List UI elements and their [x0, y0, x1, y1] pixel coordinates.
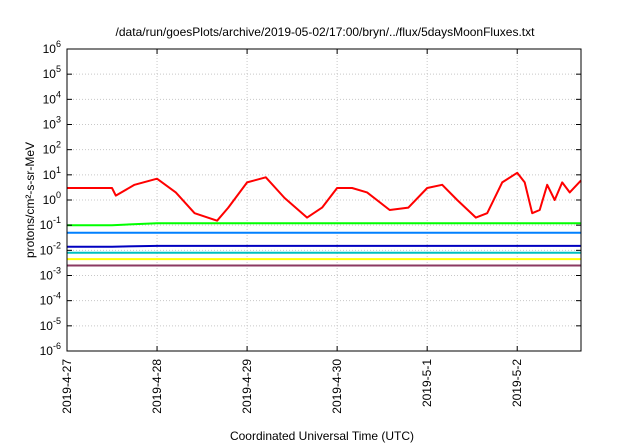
- y-tick-base: 10: [43, 67, 57, 81]
- y-tick-exp: 3: [56, 115, 61, 125]
- y-tick-label: 10-4: [40, 291, 61, 308]
- plot-frame: [66, 48, 582, 352]
- x-axis-label: Coordinated Universal Time (UTC): [230, 429, 414, 443]
- y-tick-label: 10-6: [40, 341, 61, 358]
- x-tick-label: 2019-5-2: [510, 359, 524, 407]
- y-axis-label-text: protons/cm²-s-sr-MeV: [23, 142, 37, 258]
- y-tick-label: 10-3: [40, 266, 61, 283]
- y-tick-label: 104: [43, 89, 61, 106]
- y-tick-label: 101: [43, 165, 61, 182]
- y-tick-exp: -3: [53, 266, 61, 276]
- series-line-2: [67, 222, 581, 227]
- x-tick-label: 2019-4-30: [330, 359, 344, 414]
- y-tick-base: 10: [43, 92, 57, 106]
- chart-title: /data/run/goesPlots/archive/2019-05-02/1…: [116, 25, 536, 39]
- y-tick-label: 10-5: [40, 316, 61, 333]
- y-tick-exp: 4: [56, 89, 61, 99]
- y-tick-base: 10: [43, 118, 57, 132]
- series-group: [67, 171, 582, 267]
- y-tick-base: 10: [40, 294, 54, 308]
- y-tick-label: 10-1: [40, 215, 61, 232]
- x-ticks: 2019-4-27 2019-4-28 2019-4-29 2019-4-30 2019…: [60, 49, 524, 414]
- y-tick-base: 10: [40, 319, 54, 333]
- y-tick-label: 100: [43, 190, 61, 207]
- y-tick-exp: -5: [53, 316, 61, 326]
- y-tick-label: 106: [43, 39, 61, 56]
- y-tick-label: 102: [43, 140, 61, 157]
- y-tick-base: 10: [40, 269, 54, 283]
- series-line-4: [67, 244, 581, 248]
- y-tick-base: 10: [40, 243, 54, 257]
- y-tick-exp: 0: [56, 190, 61, 200]
- y-axis-label: protons/cm²-s-sr-MeV: [23, 142, 37, 258]
- x-tick-label: 2019-4-27: [60, 359, 74, 414]
- y-tick-base: 10: [40, 218, 54, 232]
- y-tick-base: 10: [43, 168, 57, 182]
- grid: [66, 48, 581, 352]
- y-tick-base: 10: [40, 344, 54, 358]
- y-tick-label: 10-2: [40, 240, 61, 257]
- y-tick-exp: 6: [56, 39, 61, 49]
- series-line-1: [67, 171, 582, 222]
- y-tick-base: 10: [43, 42, 57, 56]
- y-tick-base: 10: [43, 143, 57, 157]
- y-tick-exp: -1: [53, 215, 61, 225]
- y-tick-label: 105: [43, 64, 61, 81]
- y-tick-label: 103: [43, 115, 61, 132]
- y-tick-exp: 5: [56, 64, 61, 74]
- y-tick-base: 10: [43, 193, 57, 207]
- y-tick-exp: 2: [56, 140, 61, 150]
- y-tick-exp: -4: [53, 291, 61, 301]
- y-tick-exp: 1: [56, 165, 61, 175]
- y-tick-exp: -6: [53, 341, 61, 351]
- x-tick-label: 2019-4-29: [240, 359, 254, 414]
- x-tick-label: 2019-5-1: [420, 359, 434, 407]
- y-tick-exp: -2: [53, 240, 61, 250]
- y-ticks: 10-610-510-410-310-210-11001011021031041…: [40, 39, 581, 358]
- x-tick-label: 2019-4-28: [150, 359, 164, 414]
